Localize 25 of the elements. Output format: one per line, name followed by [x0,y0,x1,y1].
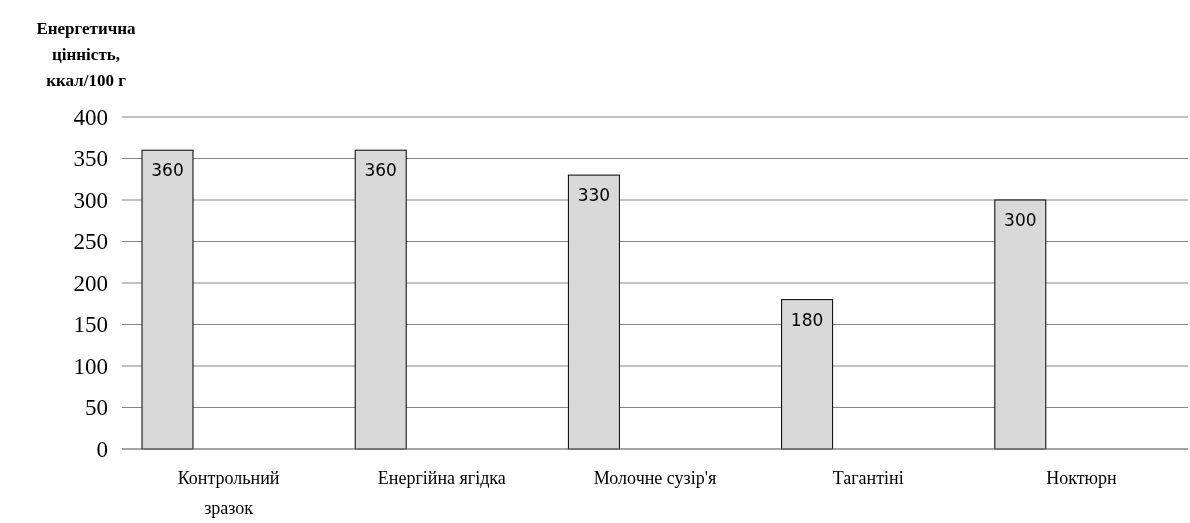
y-tick-label: 0 [96,436,108,462]
bar [994,199,1047,450]
y-tick-label: 350 [73,146,108,172]
data-label: 330 [577,185,611,206]
data-label: 360 [151,160,184,181]
y-tick-label: 300 [73,187,108,213]
y-tick-label: 400 [73,104,108,130]
bar [781,299,834,450]
bar [354,149,407,450]
y-tick-label: 50 [85,395,108,421]
y-tick-label: 200 [73,270,108,296]
x-tick-label: Енергійна ягідка [377,468,506,488]
y-tick-label: 250 [73,229,108,255]
data-label: 180 [790,309,824,330]
data-label: 360 [364,160,397,181]
y-axis-title: Енергетична цінність, ккал/100 г [36,19,137,90]
x-tick-label: Ноктюрн [1046,468,1117,488]
x-tick-label: Молочне сузір'я [593,468,717,488]
y-tick-label: 150 [73,312,108,338]
data-label: 300 [1004,210,1037,230]
x-tick-label: Тагантіні [832,468,904,488]
y-tick-label: 100 [73,353,108,379]
bar [141,149,194,450]
bar [567,174,620,450]
x-tick-label: Контрольний зразок [177,468,280,518]
